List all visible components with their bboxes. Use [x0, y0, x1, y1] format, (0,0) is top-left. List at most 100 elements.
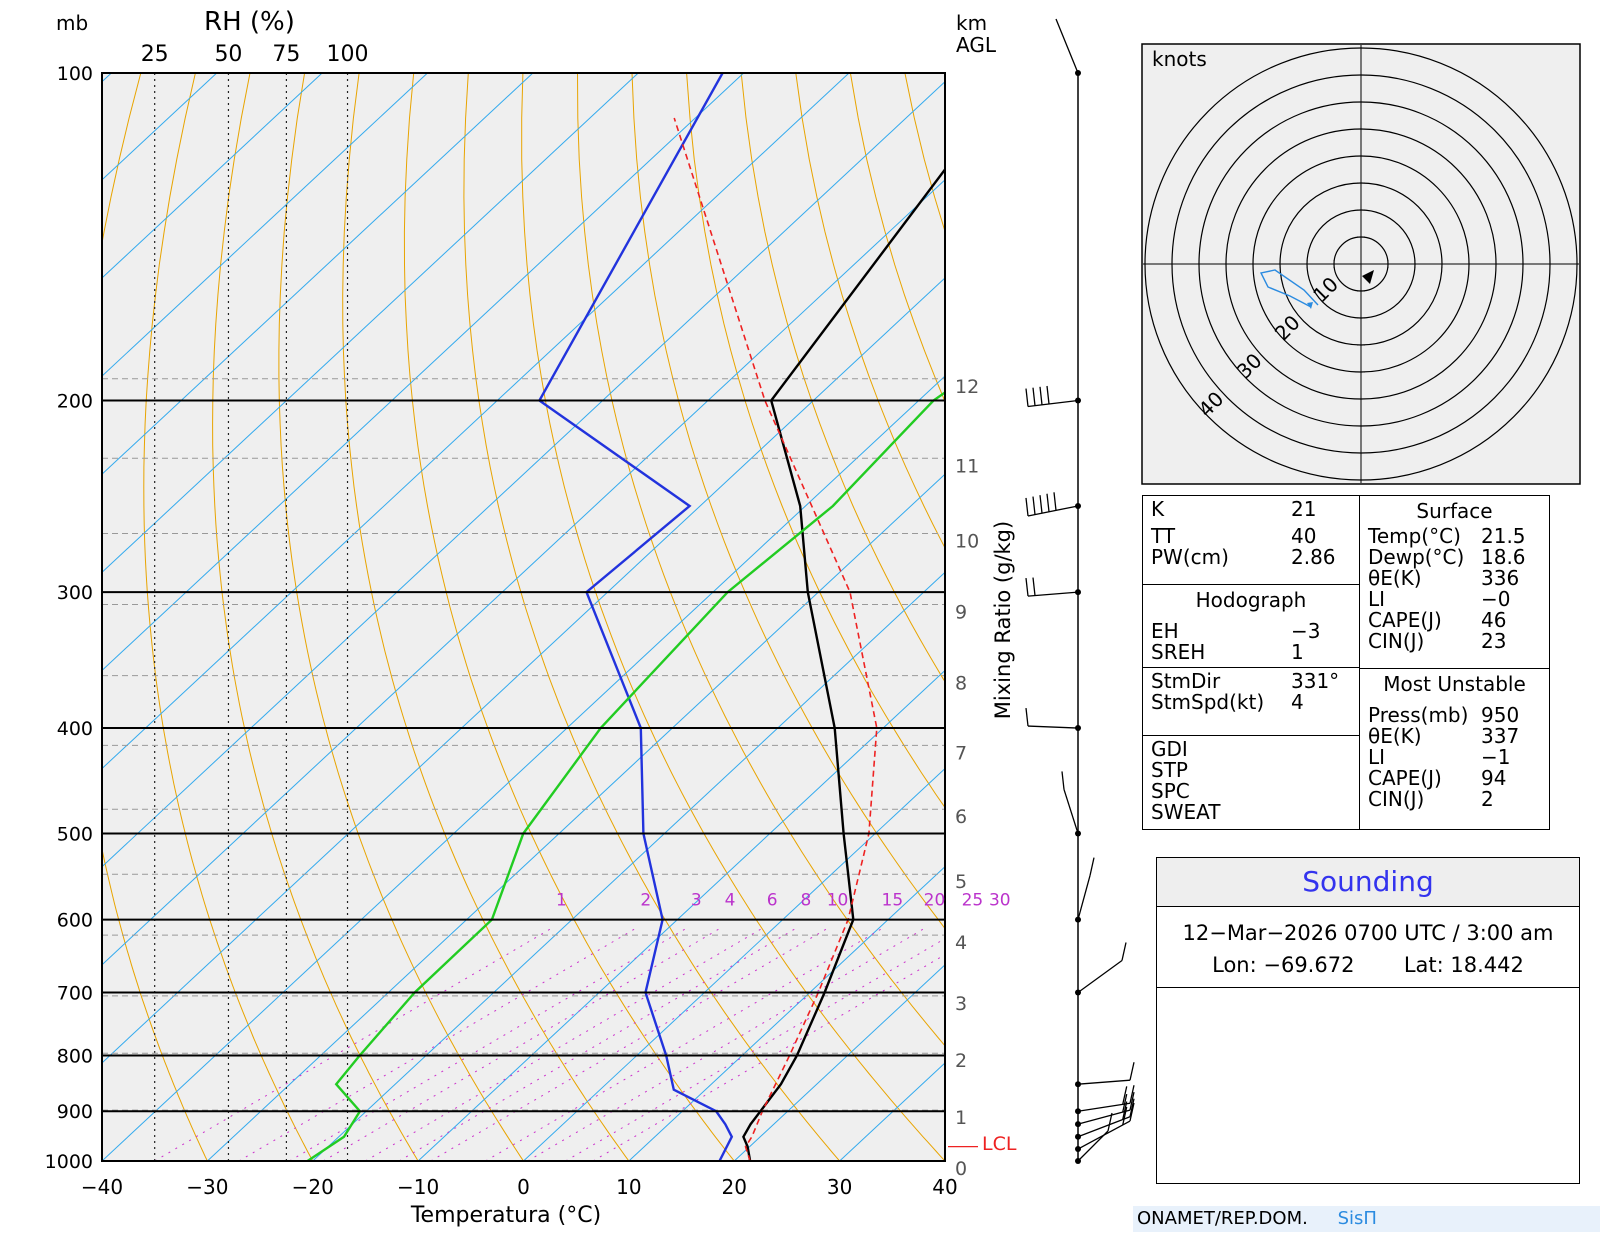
mu-thetae: θE(K) 337 [1368, 724, 1520, 748]
isotherm [102, 73, 639, 573]
parcel-line [673, 117, 878, 1161]
temperature-tick-label: 10 [616, 1175, 641, 1199]
lcl-label: LCL [982, 1133, 1017, 1155]
rh-tick-label: 50 [214, 42, 242, 67]
rh-label: RH (%) [204, 7, 295, 37]
wind-barb-tick [1061, 771, 1065, 790]
surface-li: LI −0 [1368, 587, 1511, 611]
km-label: km AGL [956, 11, 997, 57]
index-sweat: SWEAT [1151, 800, 1221, 824]
mu-press: Press(mb) 950 [1368, 703, 1520, 727]
indices-table: K 21 TT 40 PW(cm) 2.86 Hodograph EH −3 SREH 1… [1142, 495, 1360, 830]
wind-barb [1077, 1109, 1131, 1125]
mixing-ratio-tick: 1 [556, 891, 567, 911]
wind-barb [1063, 789, 1079, 834]
wind-barb-tick [1053, 492, 1057, 511]
temperature-line [742, 167, 945, 1161]
wind-barb [1027, 399, 1079, 408]
index-k: K 21 [1151, 497, 1317, 521]
km-tick-label: 2 [955, 1050, 967, 1072]
index-pw: PW(cm) 2.86 [1151, 545, 1336, 569]
surface-cape: CAPE(J) 46 [1368, 608, 1507, 632]
dry-adiabat [212, 73, 419, 1161]
temperature-tick-label: 30 [827, 1175, 852, 1199]
wind-barb-tick [1122, 1101, 1128, 1120]
wind-barb [1055, 18, 1079, 74]
wind-barb-tick [1089, 857, 1095, 876]
pressure-tick-label: 1000 [45, 1151, 93, 1173]
mixing-ratio-label: Mixing Ratio (g/kg) [991, 521, 1015, 719]
dry-adiabat [631, 73, 945, 930]
mixing-ratio-tick: 3 [691, 891, 702, 911]
mixing-ratio-tick: 15 [882, 891, 904, 911]
mb-label: mb [56, 11, 88, 35]
mixing-ratio-line [485, 927, 885, 1161]
rh-tick-label: 100 [327, 42, 369, 67]
isotherm [102, 81, 945, 868]
wind-barb [1077, 1130, 1109, 1162]
isotherm [522, 767, 945, 1161]
wind-barb-tick [1039, 386, 1043, 405]
mixing-ratio-tick: 2 [640, 891, 651, 911]
temperature-tick-label: 20 [722, 1175, 747, 1199]
surface-thetae: θE(K) 336 [1368, 566, 1520, 590]
km-label-line1: km [956, 11, 987, 35]
wind-barb-tick [1032, 577, 1036, 596]
km-tick-label: 11 [955, 455, 979, 477]
pressure-tick-label: 100 [57, 63, 93, 85]
rh-tick-label: 75 [272, 42, 300, 67]
wind-barb [1077, 1102, 1131, 1112]
parcel-table: Surface Temp(°C) 21.5 Dewp(°C) 18.6 θE(K) 3… [1359, 495, 1550, 830]
isotherm [417, 669, 945, 1161]
mu-cin: CIN(J) 2 [1368, 787, 1494, 811]
most-unstable-header: Most Unstable [1383, 672, 1526, 696]
isotherm [312, 571, 945, 1161]
pressure-tick-label: 200 [57, 391, 93, 413]
isotherm [0, 49, 32, 1184]
km-label-line2: AGL [956, 33, 997, 57]
dry-adiabat [143, 73, 314, 1161]
km-tick-label: 12 [955, 376, 979, 398]
wind-barb-tick [1025, 388, 1029, 407]
mixing-ratio-tick: 10 [827, 891, 849, 911]
wind-barb [1027, 591, 1079, 597]
mixing-ratio-line [398, 927, 798, 1161]
isotherm [102, 73, 323, 279]
surface-temp: Temp(°C) 21.5 [1368, 524, 1526, 548]
hodograph-header: Hodograph [1195, 588, 1307, 612]
pressure-tick-label: 300 [57, 582, 93, 604]
km-tick-label: 1 [955, 1107, 967, 1129]
dry-adiabat [740, 73, 945, 683]
dry-adiabat [795, 73, 945, 549]
isotherm [102, 375, 945, 1161]
indices-basic: K 21 TT 40 PW(cm) 2.86 [1143, 496, 1359, 585]
storm-motion-arrow-icon [1362, 270, 1374, 284]
mixing-ratio-line [527, 927, 927, 1161]
index-gdi: GDI [1151, 737, 1188, 761]
sounding-location: Lon: −69.672 Lat: 18.442 [1157, 953, 1579, 988]
sounding-lon: Lon: −69.672 [1212, 953, 1355, 977]
wind-barb [1027, 725, 1079, 729]
mixing-ratio-line [592, 954, 945, 1161]
temperature-tick-label: −30 [186, 1175, 228, 1199]
wind-barb-tick [1129, 1102, 1135, 1122]
mu-cape: CAPE(J) 94 [1368, 766, 1507, 790]
wind-barb-tick [1122, 1093, 1128, 1113]
wind-barb-tick [1032, 387, 1036, 406]
mixing-ratio-line [323, 927, 722, 1161]
wind-barb [1077, 1079, 1131, 1085]
wind-barb [1027, 505, 1079, 517]
index-tt: TT 40 [1151, 524, 1317, 548]
dry-adiabat [521, 73, 945, 1161]
plot-background [102, 73, 945, 1161]
sounding-panel: Sounding 12−Mar−2026 0700 UTC / 3:00 am … [1156, 857, 1580, 1184]
km-tick-label: 3 [955, 993, 967, 1015]
isotherm [102, 73, 745, 672]
isotherm [102, 73, 429, 377]
mixing-ratio-tick: 30 [989, 891, 1011, 911]
mixing-ratio-line [238, 927, 638, 1161]
dry-adiabat [577, 73, 945, 1047]
dry-adiabat [102, 73, 208, 1161]
wind-barb-tick [1122, 1106, 1128, 1126]
km-tick-label: 8 [955, 673, 967, 695]
